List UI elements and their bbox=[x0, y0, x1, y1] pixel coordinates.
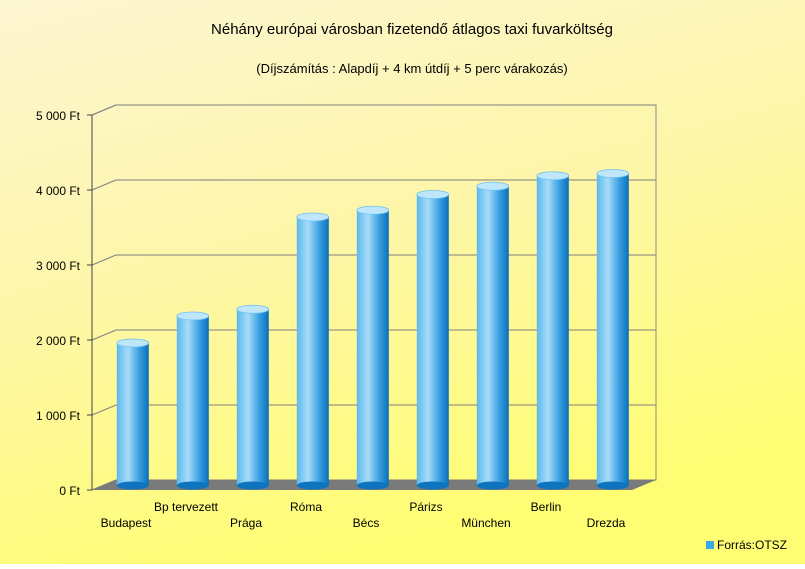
bar-top bbox=[536, 171, 570, 181]
bar bbox=[296, 212, 330, 490]
bar-base bbox=[596, 481, 629, 490]
legend: Forrás:OTSZ bbox=[706, 538, 787, 552]
grid-line bbox=[91, 329, 656, 341]
bar-base bbox=[236, 481, 269, 490]
bar-base bbox=[116, 481, 149, 490]
bar-base bbox=[416, 481, 449, 490]
y-tick-label: 2 000 Ft bbox=[36, 334, 81, 348]
bar bbox=[536, 171, 570, 490]
grid-line bbox=[91, 254, 656, 266]
bar bbox=[596, 169, 630, 490]
x-tick-label: Bécs bbox=[353, 516, 380, 530]
chart-subtitle: (Díjszámítás : Alapdíj + 4 km útdíj + 5 … bbox=[256, 61, 567, 76]
bar-body bbox=[596, 173, 629, 486]
bar-base bbox=[356, 481, 389, 490]
bar-top bbox=[356, 205, 390, 215]
bar-top bbox=[236, 304, 270, 314]
x-tick-label: Bp tervezett bbox=[154, 500, 219, 514]
bar-top bbox=[176, 311, 210, 321]
x-tick-label: München bbox=[461, 516, 510, 530]
x-tick-label: Berlin bbox=[531, 500, 562, 514]
y-axis-ticks: 0 Ft 1 000 Ft 2 000 Ft 3 000 Ft 4 000 Ft 5 00… bbox=[36, 109, 93, 498]
bar-body bbox=[236, 309, 269, 486]
bar bbox=[176, 311, 210, 490]
grid-line bbox=[91, 404, 656, 416]
y-tick-label: 1 000 Ft bbox=[36, 409, 81, 423]
x-tick-label: Párizs bbox=[409, 500, 442, 514]
bar-top bbox=[416, 190, 450, 199]
y-tick-label: 4 000 Ft bbox=[36, 184, 81, 198]
bar-body bbox=[356, 210, 389, 486]
bar-body bbox=[416, 194, 449, 486]
bar-body bbox=[536, 175, 569, 486]
x-tick-label: Prága bbox=[230, 516, 262, 530]
bar-top bbox=[296, 212, 330, 222]
bars bbox=[116, 169, 630, 490]
bar bbox=[116, 338, 150, 490]
bar bbox=[476, 181, 510, 490]
bar-base bbox=[536, 481, 569, 490]
x-tick-label: Budapest bbox=[101, 516, 152, 530]
grid-line bbox=[91, 179, 656, 191]
x-tick-label: Drezda bbox=[587, 516, 626, 530]
x-tick-label: Róma bbox=[290, 500, 322, 514]
bar-base bbox=[296, 481, 329, 490]
bar-body bbox=[176, 316, 209, 486]
bar-top bbox=[596, 169, 630, 178]
bar-body bbox=[116, 343, 149, 486]
legend-swatch bbox=[706, 541, 714, 549]
legend-label: Forrás:OTSZ bbox=[717, 538, 787, 552]
y-tick-label: 3 000 Ft bbox=[36, 259, 81, 273]
bar-base bbox=[476, 481, 509, 490]
bar bbox=[356, 205, 390, 490]
y-tick-label: 5 000 Ft bbox=[36, 109, 81, 123]
bar-body bbox=[476, 186, 509, 486]
bar-top bbox=[476, 181, 510, 191]
grid-line bbox=[91, 104, 656, 116]
bar bbox=[236, 304, 270, 490]
bar bbox=[416, 190, 450, 490]
bar-body bbox=[296, 217, 329, 486]
chart-title: Néhány európai városban fizetendő átlago… bbox=[211, 21, 613, 38]
bar-base bbox=[176, 481, 209, 490]
y-tick-label: 0 Ft bbox=[59, 484, 80, 498]
bar-top bbox=[116, 338, 150, 348]
